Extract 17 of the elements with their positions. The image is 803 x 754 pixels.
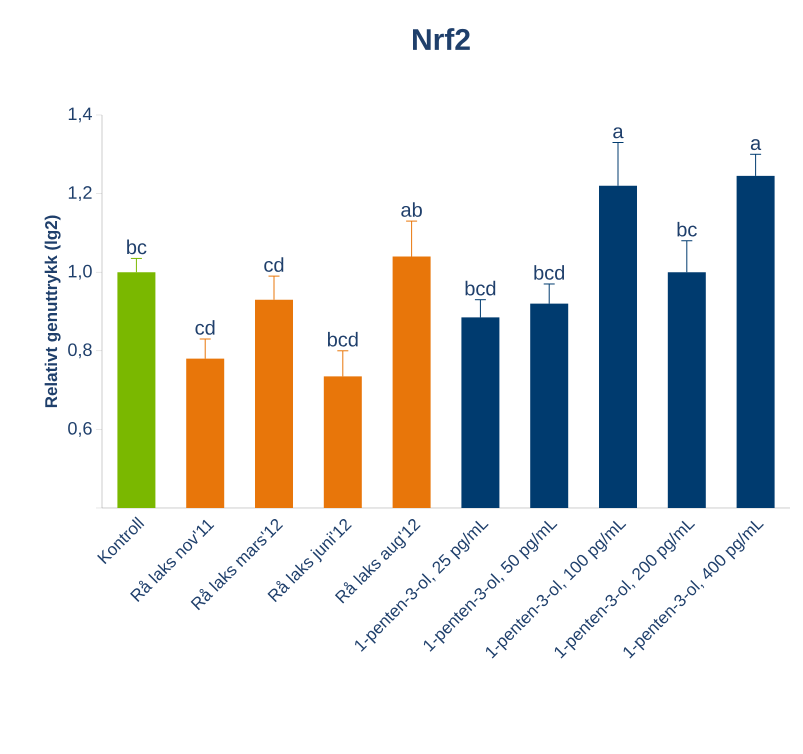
annotation: cd (264, 257, 284, 272)
annotation: a (750, 139, 762, 150)
chart-title: Nrf2 (413, 28, 470, 50)
y-tick-label: 1,4 (68, 108, 92, 122)
annotation: ab (401, 202, 422, 217)
annotation: bcd (534, 265, 564, 280)
annotation: bcd (328, 332, 358, 347)
y-tick-label: 1,0 (68, 264, 92, 280)
annotation: cd (195, 320, 214, 335)
y-axis-title: Relativt genuttrykk (lg2) (44, 216, 61, 408)
annotation: bc (127, 240, 146, 254)
annotation: a (613, 127, 624, 138)
annotation: bcd (466, 280, 496, 296)
annotation: bc (678, 222, 697, 237)
y-tick-label: 0,8 (68, 343, 92, 358)
y-tick-label: 0,6 (68, 422, 92, 437)
y-tick-label: 1,2 (68, 186, 92, 202)
